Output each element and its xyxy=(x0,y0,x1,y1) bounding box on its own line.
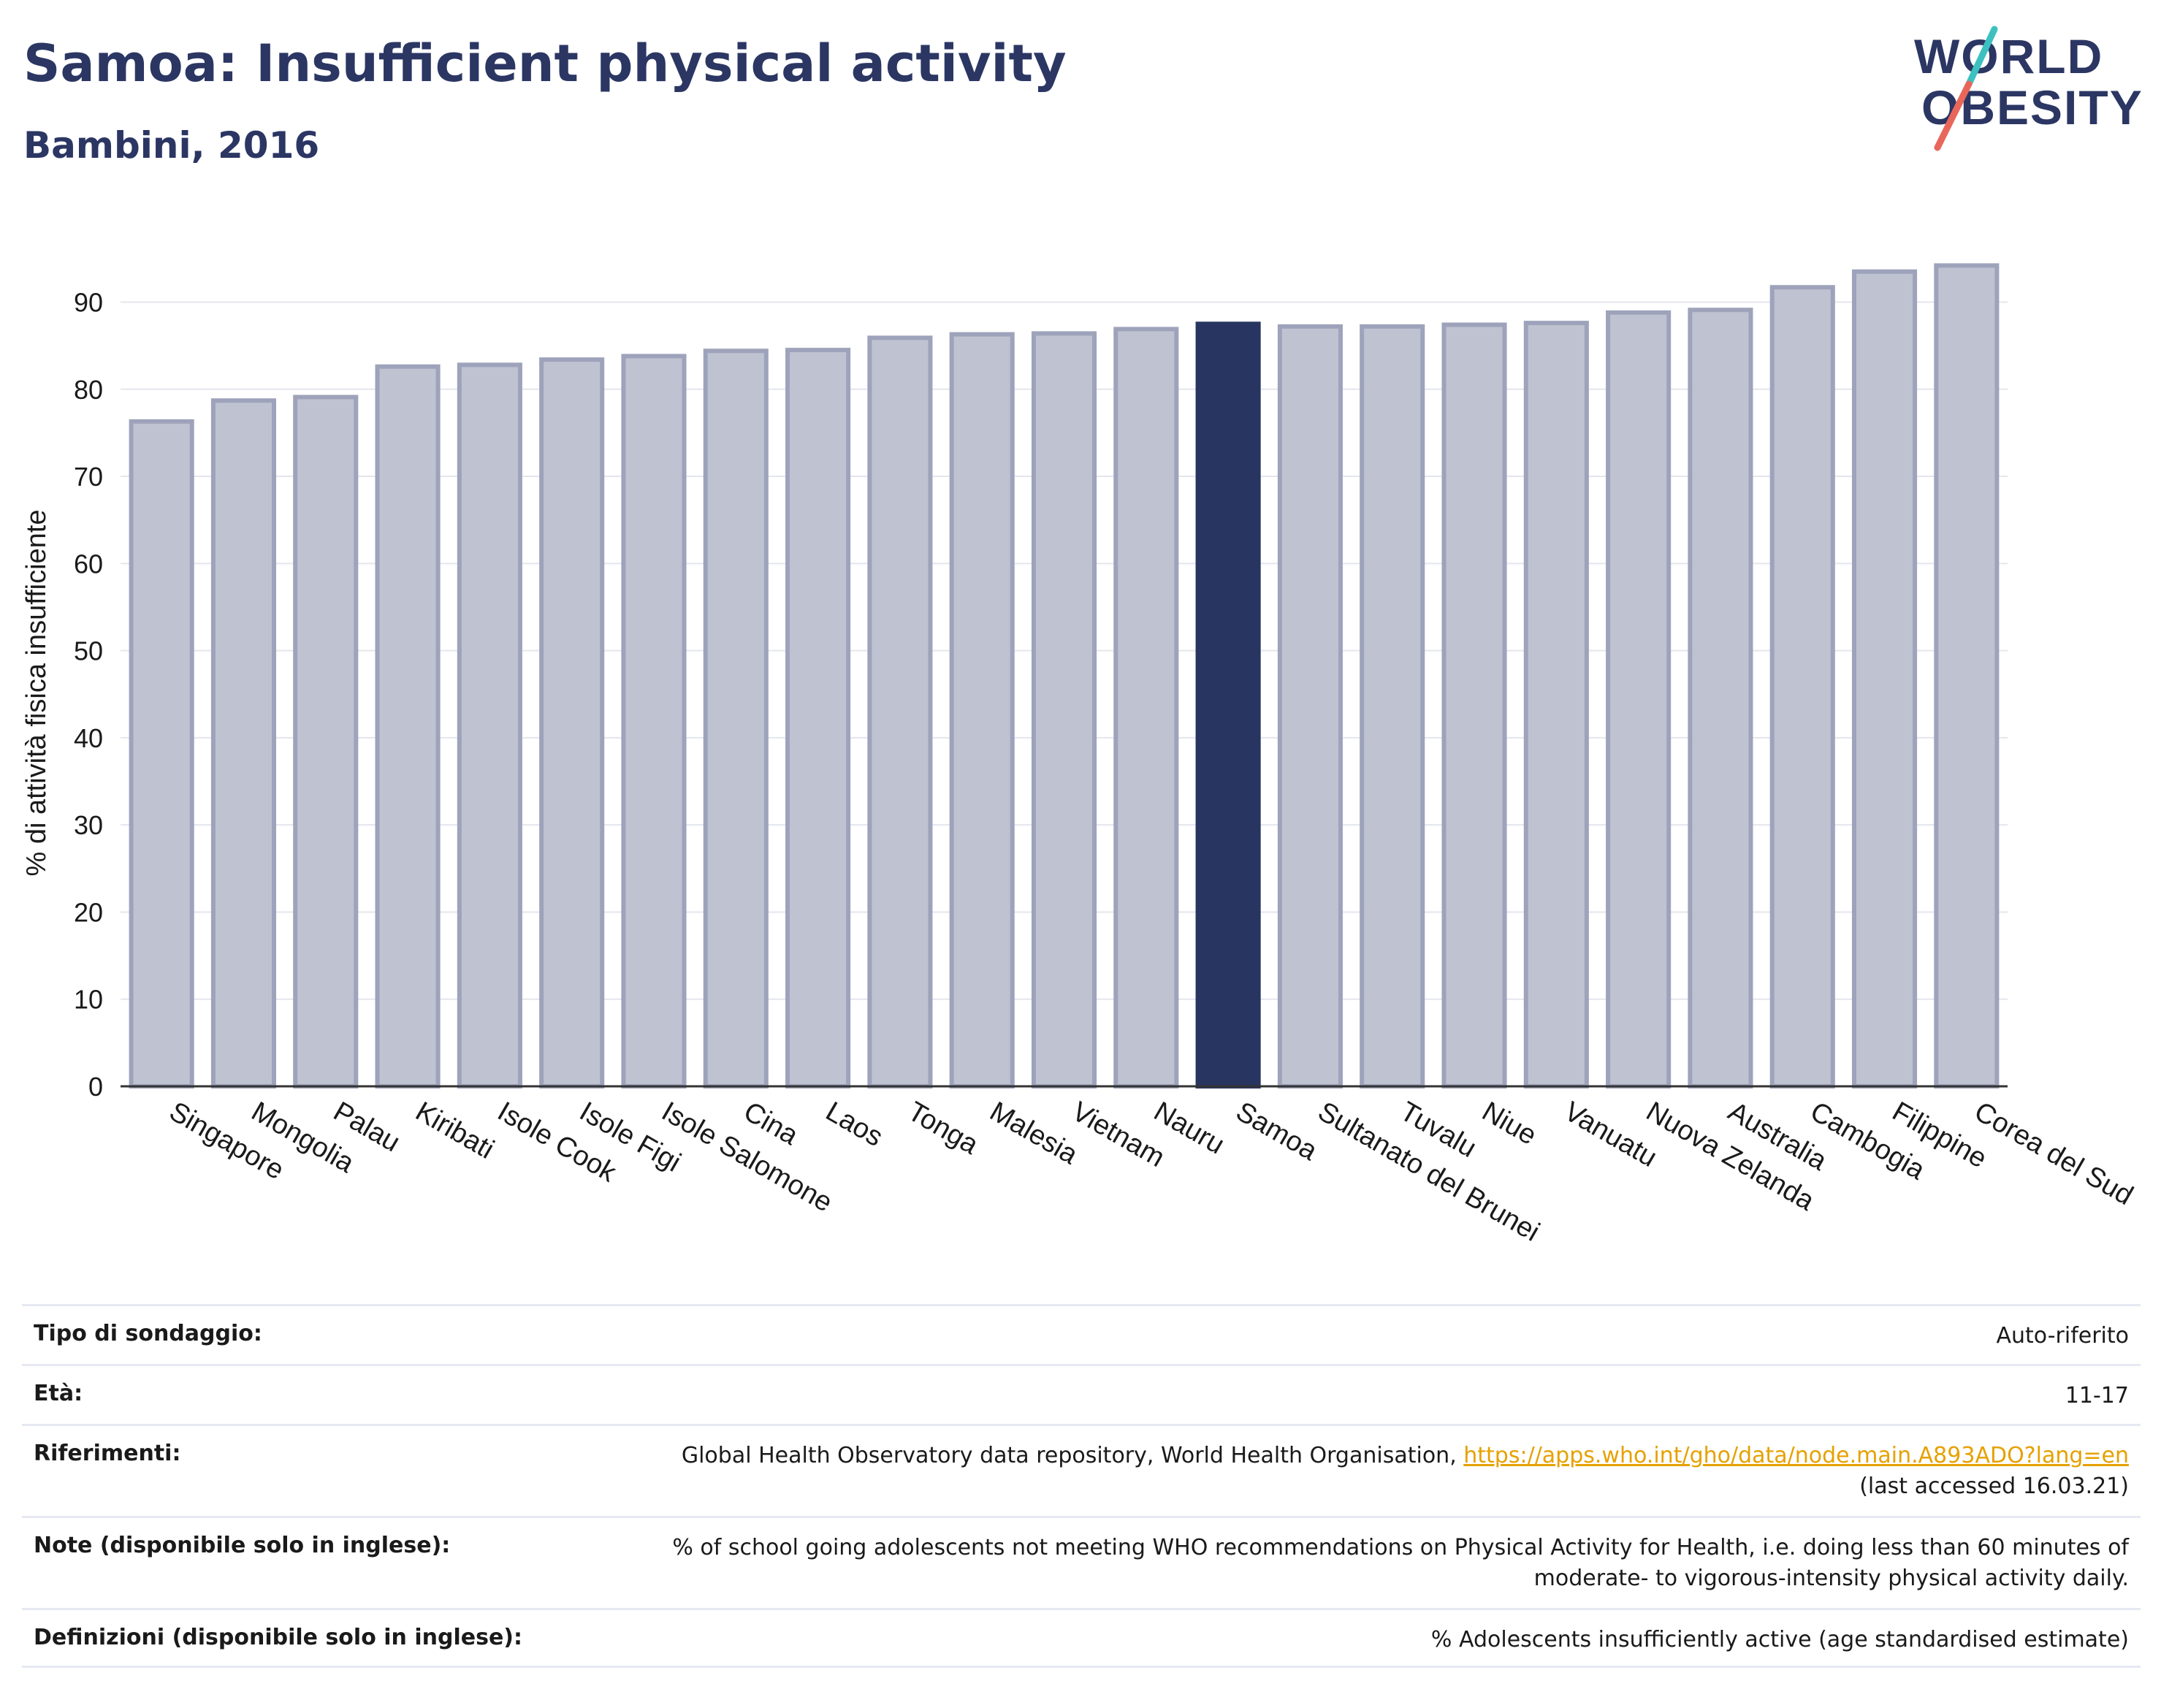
meta-value-line: % Adolescents insufficiently active (age… xyxy=(1431,1625,2129,1655)
y-tick-label: 70 xyxy=(74,462,103,492)
bar xyxy=(1688,308,1753,1089)
logo-slash-teal xyxy=(1965,26,1998,88)
meta-row: Definizioni (disponibile solo in inglese… xyxy=(22,1608,2141,1668)
bar xyxy=(1934,263,2000,1089)
meta-value-text: % of school going adolescents not meetin… xyxy=(672,1535,2129,1560)
bar xyxy=(210,398,277,1089)
x-tick-label: Corea del Sud xyxy=(1969,1096,2138,1211)
y-tick-label: 0 xyxy=(88,1072,103,1102)
bar xyxy=(539,357,605,1089)
meta-label: Riferimenti: xyxy=(34,1441,181,1466)
bar xyxy=(1606,310,1672,1089)
bar xyxy=(1851,269,1918,1089)
y-axis-label: % di attività fisica insufficiente xyxy=(21,510,52,877)
y-tick-label: 10 xyxy=(74,985,103,1015)
bar xyxy=(129,419,194,1089)
meta-row: Tipo di sondaggio: Auto-riferito xyxy=(22,1304,2141,1364)
y-tick-label: 20 xyxy=(74,897,103,927)
meta-value: Auto-riferito xyxy=(1996,1321,2129,1351)
meta-row: Note (disponibile solo in inglese): % of … xyxy=(22,1516,2141,1608)
meta-value: % of school going adolescents not meetin… xyxy=(672,1533,2129,1594)
y-tick-label: 30 xyxy=(74,810,103,840)
meta-value-line: 11-17 xyxy=(2065,1381,2129,1411)
meta-value-text: % Adolescents insufficiently active (age… xyxy=(1430,1627,2129,1652)
meta-value-text: Global Health Observatory data repositor… xyxy=(681,1443,1464,1468)
page-title: Samoa: Insufficient physical activity xyxy=(23,34,1067,94)
meta-value-line-2: (last accessed 16.03.21) xyxy=(1859,1473,2129,1499)
bar xyxy=(1523,321,1589,1089)
meta-row: Riferimenti: Global Health Observatory da… xyxy=(22,1424,2141,1516)
x-tick-label: Laos xyxy=(820,1096,888,1153)
y-tick-label: 90 xyxy=(74,287,103,317)
bar-highlighted xyxy=(1195,321,1261,1089)
y-tick-labels: 0 10 20 30 40 50 60 70 80 90 xyxy=(74,287,103,1102)
x-tick-label: Malesia xyxy=(985,1096,1083,1170)
meta-value-line-2: moderate- to vigorous-intensity physical… xyxy=(1533,1566,2129,1591)
metadata-table: Tipo di sondaggio: Auto-riferito Età: 11-17… xyxy=(22,1304,2141,1668)
bar xyxy=(621,354,687,1089)
world-obesity-logo: WORLD OBESITY xyxy=(1914,26,2142,151)
x-tick-label: Tonga xyxy=(902,1096,983,1161)
meta-value-line: Global Health Observatory data repositor… xyxy=(682,1441,2129,1471)
bar xyxy=(1769,285,1835,1089)
reference-link[interactable]: https://apps.who.int/gho/data/node.main.… xyxy=(1463,1443,2129,1468)
meta-label: Note (disponibile solo in inglese): xyxy=(34,1533,451,1558)
meta-value-text: 11-17 xyxy=(2065,1383,2129,1408)
bar-chart: 0 10 20 30 40 50 60 70 80 90 SingaporeMongoliaPal… xyxy=(21,263,2138,1248)
x-tick-label: Niue xyxy=(1477,1096,1542,1151)
bar xyxy=(375,364,441,1089)
bar xyxy=(457,362,522,1089)
bar xyxy=(785,348,851,1089)
bar xyxy=(867,335,933,1089)
y-tick-label: 80 xyxy=(74,375,103,405)
bar xyxy=(1360,324,1425,1089)
meta-label: Età: xyxy=(34,1381,83,1406)
logo-line1: WORLD xyxy=(1914,29,2103,83)
bar xyxy=(1113,327,1179,1089)
bar xyxy=(1277,324,1343,1089)
meta-value-text: Auto-riferito xyxy=(1996,1323,2129,1349)
x-tick-label: Vanuatu xyxy=(1559,1096,1662,1173)
meta-value: 11-17 xyxy=(2065,1381,2129,1411)
x-tick-label: Kiribati xyxy=(411,1096,500,1164)
page-subtitle: Bambini, 2016 xyxy=(23,124,320,167)
bar xyxy=(293,394,359,1089)
bar xyxy=(1441,322,1507,1089)
x-tick-label: Vietnam xyxy=(1067,1096,1170,1173)
bar xyxy=(1031,331,1097,1089)
meta-value: Global Health Observatory data repositor… xyxy=(682,1441,2129,1502)
meta-value-line: Auto-riferito xyxy=(1996,1321,2129,1351)
x-tick-label: Samoa xyxy=(1231,1096,1323,1167)
bar xyxy=(949,332,1015,1089)
meta-label: Definizioni (disponibile solo in inglese… xyxy=(34,1625,522,1650)
y-tick-label: 40 xyxy=(74,723,103,753)
y-tick-label: 60 xyxy=(74,549,103,579)
y-tick-label: 50 xyxy=(74,636,103,666)
bars-layer xyxy=(129,263,2000,1089)
logo-slash-coral xyxy=(1934,80,1973,151)
meta-value: % Adolescents insufficiently active (age… xyxy=(1431,1625,2129,1655)
bar xyxy=(703,348,769,1089)
meta-value-line: % of school going adolescents not meetin… xyxy=(672,1533,2129,1563)
meta-label: Tipo di sondaggio: xyxy=(34,1321,262,1346)
meta-row: Età: 11-17 xyxy=(22,1364,2141,1424)
